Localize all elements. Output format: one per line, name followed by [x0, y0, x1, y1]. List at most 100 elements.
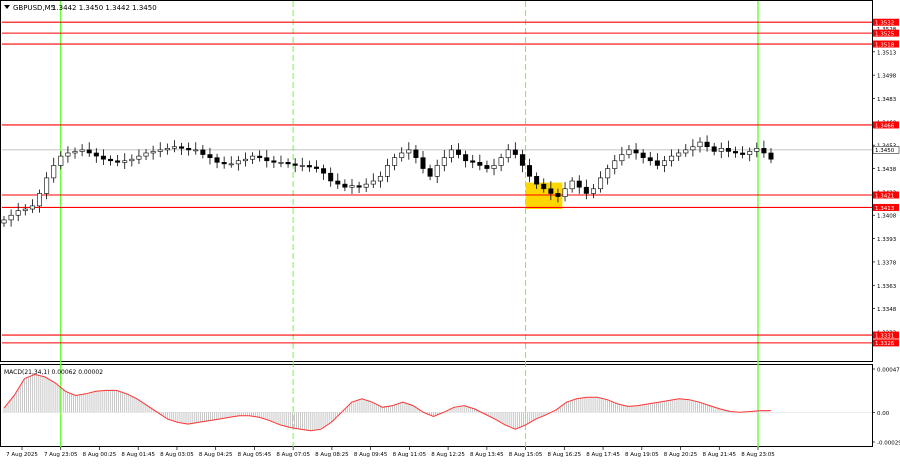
candle-body: [555, 193, 561, 197]
level-label: 1.3421: [875, 193, 894, 199]
time-tick-label: 8 Aug 23:05: [741, 452, 775, 458]
candle-body: [257, 155, 263, 158]
candle-body: [79, 149, 85, 152]
candle-body: [498, 157, 504, 166]
price-tick-label: 1.3438: [877, 167, 897, 173]
price-tick-label: 1.3483: [877, 97, 897, 103]
candle-body: [356, 185, 362, 188]
candles: [1, 135, 774, 227]
candle-body: [342, 183, 348, 188]
candle-body: [349, 185, 355, 188]
candle-body: [207, 154, 213, 158]
candle-body: [242, 158, 248, 162]
price-tick-label: 1.3408: [877, 214, 897, 220]
candle-body: [605, 168, 611, 179]
candle-body: [157, 149, 163, 152]
time-tick-label: 8 Aug 09:45: [354, 452, 388, 458]
candle-body: [108, 158, 114, 162]
level-label: 1.3532: [875, 21, 894, 27]
candle-body: [264, 157, 270, 162]
candle-body: [164, 148, 170, 151]
candle-body: [456, 149, 462, 155]
level-lines: [2, 21, 872, 344]
candle-body: [399, 152, 405, 158]
candle-body: [562, 188, 568, 197]
candle-body: [484, 165, 490, 169]
candle-body: [747, 151, 753, 155]
candle-body: [15, 210, 21, 216]
time-tick-label: 8 Aug 08:25: [315, 452, 349, 458]
current-price-label: 1.3450: [875, 148, 895, 154]
candle-body: [37, 193, 43, 207]
candle-body: [100, 155, 106, 160]
time-tick-label: 8 Aug 11:05: [393, 452, 427, 458]
candle-body: [29, 205, 35, 210]
candle-body: [306, 165, 312, 168]
candle-body: [413, 149, 419, 158]
candle-body: [392, 157, 398, 166]
candle-body: [93, 152, 99, 157]
candle-body: [470, 160, 476, 163]
main-pane-frame: [0, 0, 873, 362]
level-label: 1.3525: [875, 31, 895, 37]
candle-body: [740, 152, 746, 155]
macd-pane-frame: [0, 364, 873, 447]
candle-body: [150, 151, 156, 154]
level-label-bg: [873, 121, 899, 129]
time-tick-label: 8 Aug 13:45: [470, 452, 504, 458]
macd-tick-label: -0.00029: [877, 441, 900, 447]
candle-body: [633, 149, 639, 154]
level-label-bg: [873, 18, 899, 26]
candle-body: [384, 165, 390, 177]
symbol-title: GBPUSD,M5: [13, 4, 55, 12]
time-tick-label: 8 Aug 03:05: [160, 452, 194, 458]
candle-body: [335, 180, 341, 185]
time-tick-label: 8 Aug 00:25: [83, 452, 117, 458]
time-tick-label: 8 Aug 21:45: [702, 452, 736, 458]
candle-body: [690, 146, 696, 151]
candle-body: [285, 162, 291, 165]
collapse-triangle-icon[interactable]: [4, 5, 10, 9]
candle-body: [235, 160, 241, 165]
candle-body: [505, 149, 511, 158]
candle-body: [661, 160, 667, 166]
time-tick-label: 8 Aug 05:45: [238, 452, 272, 458]
level-label-bg: [873, 331, 899, 339]
candle-body: [598, 177, 604, 190]
candle-body: [491, 165, 497, 169]
time-tick-label: 8 Aug 16:25: [548, 452, 582, 458]
time-tick-label: 8 Aug 07:05: [276, 452, 310, 458]
level-label-bg: [873, 203, 899, 211]
candle-body: [200, 149, 206, 155]
candle-body: [58, 155, 64, 166]
time-tick-label: 8 Aug 04:25: [199, 452, 233, 458]
macd-histogram: [2, 373, 872, 432]
candle-body: [72, 151, 78, 154]
candle-body: [683, 149, 689, 154]
ohlc-values: 1.3442 1.3450 1.3442 1.3450: [52, 4, 157, 12]
candle-body: [768, 152, 774, 160]
candle-body: [519, 154, 525, 166]
candle-body: [328, 172, 334, 182]
candle-body: [754, 148, 760, 152]
candle-body: [512, 149, 518, 155]
candle-body: [527, 165, 533, 177]
candle-body: [171, 146, 177, 149]
price-tick-label: 1.3393: [877, 237, 897, 243]
candle-body: [228, 163, 234, 166]
candle-body: [321, 168, 327, 174]
candle-body: [640, 152, 646, 158]
candle-body: [718, 148, 724, 152]
macd-tick-label: 0.00: [877, 411, 890, 417]
time-tick-label: 7 Aug 23:05: [44, 452, 78, 458]
candle-body: [65, 152, 71, 157]
candle-body: [179, 146, 185, 149]
candle-body: [420, 157, 426, 169]
candle-body: [427, 168, 433, 177]
time-tick-label: 7 Aug 2025: [6, 452, 38, 458]
candle-body: [725, 148, 731, 152]
candle-body: [271, 160, 277, 163]
time-tick-label: 8 Aug 19:05: [625, 452, 659, 458]
